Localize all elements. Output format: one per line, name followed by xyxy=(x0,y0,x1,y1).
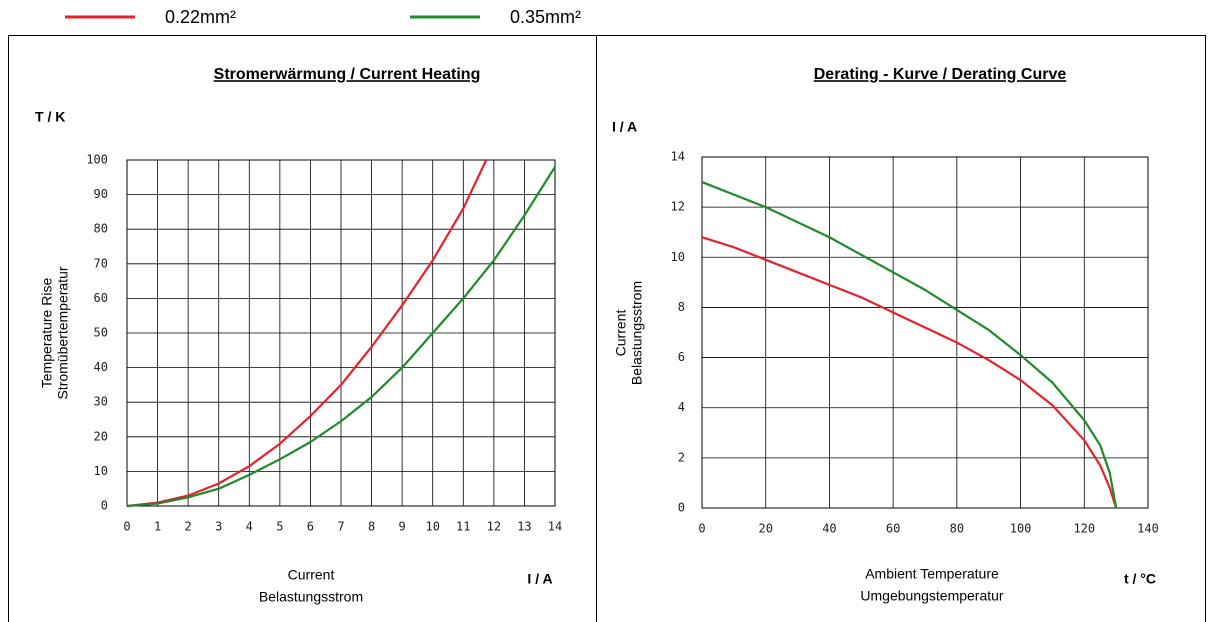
x-unit: t / °C xyxy=(1124,571,1156,587)
y-tick-label: 80 xyxy=(94,222,108,236)
x-tick-label: 3 xyxy=(215,520,222,534)
y-tick-label: 10 xyxy=(671,250,685,264)
y-axis-label: Current xyxy=(613,310,629,357)
chart-title: Stromerwärmung / Current Heating xyxy=(214,66,481,83)
frame xyxy=(8,35,1206,622)
x-tick-label: 0 xyxy=(123,520,130,534)
x-tick-label: 1 xyxy=(154,520,161,534)
y-tick-label: 0 xyxy=(101,499,108,513)
y-tick-label: 4 xyxy=(678,400,685,414)
series-line xyxy=(701,181,1118,509)
x-tick-label: 2 xyxy=(185,520,192,534)
x-tick-label: 12 xyxy=(487,520,501,534)
y-unit: I / A xyxy=(612,119,637,135)
plot-border xyxy=(701,156,1149,509)
y-axis-label: Stromübertemperatur xyxy=(55,266,71,399)
x-tick-label: 0 xyxy=(698,522,705,536)
series-line xyxy=(126,159,488,508)
y-axis-label: Temperature Rise xyxy=(39,278,55,389)
x-tick-label: 8 xyxy=(368,520,375,534)
x-tick-label: 80 xyxy=(950,522,964,536)
y-tick-label: 8 xyxy=(678,300,685,314)
y-tick-label: 70 xyxy=(94,256,108,270)
x-tick-label: 20 xyxy=(758,522,772,536)
x-tick-label: 11 xyxy=(456,520,470,534)
x-axis-label: Ambient Temperature xyxy=(865,566,999,582)
y-tick-label: 12 xyxy=(671,200,685,214)
x-axis-label: Current xyxy=(288,567,335,583)
y-tick-label: 10 xyxy=(94,464,108,478)
y-tick-label: 14 xyxy=(671,150,685,164)
x-tick-label: 5 xyxy=(276,520,283,534)
y-tick-label: 30 xyxy=(94,395,108,409)
x-tick-label: 14 xyxy=(548,520,562,534)
x-tick-label: 60 xyxy=(886,522,900,536)
x-tick-label: 7 xyxy=(337,520,344,534)
x-tick-label: 13 xyxy=(517,520,531,534)
x-tick-label: 10 xyxy=(425,520,439,534)
x-tick-label: 9 xyxy=(399,520,406,534)
y-tick-label: 0 xyxy=(678,501,685,515)
series-line xyxy=(126,166,556,508)
y-tick-label: 60 xyxy=(94,291,108,305)
y-tick-label: 100 xyxy=(86,153,108,167)
x-tick-label: 4 xyxy=(246,520,253,534)
x-axis-label: Belastungsstrom xyxy=(259,589,363,605)
chart-title: Derating - Kurve / Derating Curve xyxy=(814,66,1067,83)
x-tick-label: 100 xyxy=(1010,522,1032,536)
x-tick-label: 120 xyxy=(1073,522,1095,536)
y-tick-label: 6 xyxy=(678,350,685,364)
y-tick-label: 90 xyxy=(94,187,108,201)
y-unit: T / K xyxy=(35,109,65,125)
x-tick-label: 40 xyxy=(822,522,836,536)
plot-border xyxy=(126,159,556,507)
legend-label: 0.35mm² xyxy=(510,7,581,27)
y-tick-label: 40 xyxy=(94,360,108,374)
series-line xyxy=(701,236,1118,509)
y-tick-label: 2 xyxy=(678,450,685,464)
legend-label: 0.22mm² xyxy=(165,7,236,27)
x-tick-label: 140 xyxy=(1137,522,1159,536)
y-tick-label: 20 xyxy=(94,429,108,443)
x-axis-label: Umgebungstemperatur xyxy=(860,588,1004,604)
y-tick-label: 50 xyxy=(94,326,108,340)
x-unit: I / A xyxy=(527,571,552,587)
x-tick-label: 6 xyxy=(307,520,314,534)
y-axis-label: Belastungsstrom xyxy=(629,281,645,385)
